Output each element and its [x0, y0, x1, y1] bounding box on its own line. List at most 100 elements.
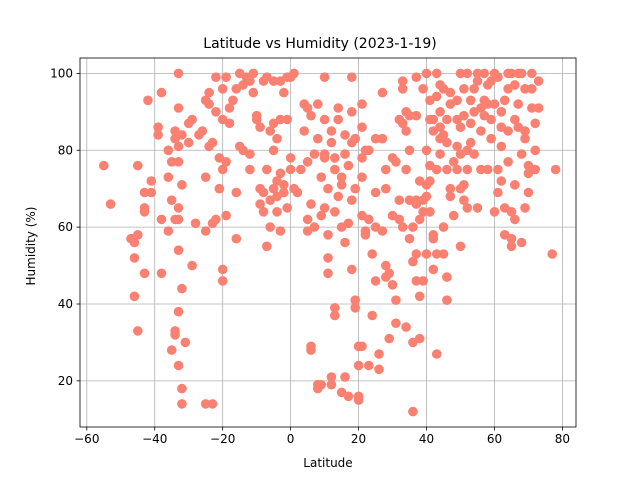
data-point	[190, 218, 201, 229]
data-point	[381, 260, 391, 271]
data-point	[319, 153, 330, 163]
data-point	[323, 253, 333, 263]
y-tick-label: 40	[58, 297, 73, 311]
data-point	[510, 80, 520, 90]
data-point	[343, 160, 354, 171]
data-point	[285, 153, 296, 163]
data-point	[292, 187, 303, 198]
data-point	[146, 187, 157, 198]
x-tick-label: −40	[142, 432, 167, 446]
data-point	[350, 295, 361, 306]
data-point	[462, 164, 473, 175]
data-point	[129, 291, 140, 302]
x-tick-label: 80	[555, 432, 570, 446]
data-point	[496, 141, 507, 152]
data-point	[442, 137, 452, 148]
data-point	[279, 180, 289, 190]
data-point	[347, 107, 357, 117]
data-point	[350, 133, 361, 144]
data-point	[177, 399, 187, 409]
data-point	[330, 164, 340, 175]
data-point	[408, 222, 418, 232]
data-point	[465, 137, 476, 148]
data-point	[510, 214, 520, 225]
data-point	[445, 183, 456, 194]
data-point	[520, 84, 530, 94]
data-point	[173, 141, 184, 152]
data-point	[472, 76, 483, 86]
data-point	[343, 391, 354, 402]
data-point	[445, 191, 456, 202]
data-point	[187, 260, 197, 271]
data-point	[459, 84, 469, 94]
data-point	[408, 406, 418, 417]
data-point	[204, 87, 214, 98]
data-point	[472, 68, 483, 79]
data-point	[187, 114, 197, 125]
data-point	[438, 130, 449, 140]
data-point	[177, 383, 187, 394]
data-point	[459, 180, 469, 190]
data-point	[510, 180, 520, 190]
data-point	[173, 360, 184, 371]
data-point	[459, 195, 469, 205]
x-tick-label: 20	[351, 432, 366, 446]
data-point	[370, 276, 381, 286]
data-point	[418, 84, 428, 94]
data-point	[262, 241, 272, 252]
data-point	[299, 126, 310, 136]
data-point	[326, 126, 337, 136]
data-point	[493, 72, 503, 82]
data-point	[374, 364, 384, 375]
data-point	[313, 99, 323, 109]
data-point	[428, 233, 439, 244]
data-point	[414, 333, 425, 344]
data-point	[374, 349, 384, 359]
data-point	[316, 379, 327, 390]
data-point	[401, 126, 411, 136]
data-point	[506, 233, 517, 244]
x-tick-label: 60	[487, 432, 502, 446]
data-point	[224, 103, 235, 113]
data-point	[421, 249, 432, 259]
data-point	[350, 183, 361, 194]
data-point	[200, 226, 211, 236]
data-point	[510, 114, 520, 125]
x-axis-label: Latitude	[303, 456, 352, 470]
data-point	[353, 395, 364, 405]
data-point	[377, 87, 388, 98]
axes	[76, 57, 577, 431]
data-point	[139, 207, 150, 217]
data-point	[452, 141, 462, 152]
data-point	[347, 72, 357, 82]
data-point	[479, 68, 490, 79]
data-point	[384, 333, 395, 344]
data-point	[313, 133, 323, 144]
data-point	[431, 249, 442, 259]
data-point	[282, 114, 293, 125]
data-point	[493, 164, 503, 175]
data-point	[282, 203, 293, 213]
x-tick-label: 0	[287, 432, 295, 446]
data-point	[394, 195, 405, 205]
data-point	[482, 99, 493, 109]
data-point	[370, 133, 381, 144]
data-point	[133, 230, 143, 240]
data-point	[347, 264, 357, 275]
data-point	[166, 195, 177, 205]
data-point	[482, 164, 493, 175]
data-point	[414, 214, 425, 225]
data-point	[228, 95, 238, 106]
data-point	[306, 341, 316, 352]
data-point	[336, 180, 347, 190]
data-point	[214, 183, 225, 194]
data-point	[316, 172, 327, 182]
data-point	[435, 149, 445, 159]
data-point	[364, 145, 374, 156]
data-point	[333, 191, 344, 202]
y-axis-label: Humidity (%)	[24, 207, 38, 286]
data-point	[506, 241, 517, 252]
data-point	[452, 164, 462, 175]
